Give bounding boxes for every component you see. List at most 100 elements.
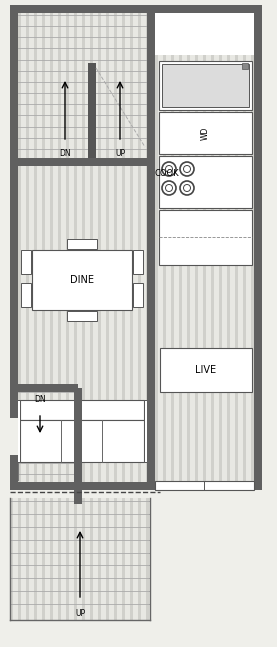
Text: UP: UP [115, 149, 125, 159]
Bar [10, 482, 262, 490]
Bar [50, 388, 53, 490]
Bar [26, 498, 29, 620]
Bar [18, 13, 147, 162]
Bar [254, 5, 262, 490]
Bar [58, 498, 61, 620]
Bar [147, 55, 155, 482]
Bar [159, 61, 252, 110]
Text: DN: DN [34, 395, 46, 404]
Bar [10, 498, 150, 620]
Bar [106, 13, 109, 162]
Bar [66, 13, 69, 162]
Bar [114, 13, 117, 162]
Bar [82, 498, 85, 620]
Bar [66, 498, 69, 620]
Bar [18, 13, 21, 162]
Bar [146, 162, 147, 490]
Bar [74, 162, 77, 490]
Bar [138, 162, 141, 490]
Bar [138, 13, 141, 162]
Bar [144, 400, 151, 462]
Bar [155, 5, 254, 13]
Bar [171, 55, 174, 490]
Bar [211, 55, 214, 490]
Bar [42, 388, 45, 490]
Bar [254, 13, 262, 482]
Bar [88, 63, 96, 158]
Bar [159, 210, 252, 265]
Bar [67, 311, 97, 321]
Bar [90, 162, 93, 490]
Bar [243, 55, 246, 490]
Bar [90, 498, 93, 620]
Bar [42, 498, 45, 620]
Bar [18, 384, 78, 392]
Bar [21, 250, 31, 274]
Bar [13, 400, 20, 462]
Bar [133, 250, 143, 274]
Bar [146, 498, 149, 620]
Bar [106, 498, 109, 620]
Bar [74, 388, 77, 490]
Bar [42, 13, 45, 162]
Bar [155, 481, 254, 490]
Bar [20, 400, 144, 420]
Bar [34, 498, 37, 620]
Bar [26, 162, 29, 490]
Bar [162, 64, 249, 107]
Bar [155, 55, 158, 490]
Bar [146, 13, 147, 162]
Bar [147, 5, 155, 63]
Bar [155, 55, 254, 490]
Bar [21, 283, 31, 307]
Bar [18, 388, 78, 490]
Bar [82, 482, 147, 490]
Bar [42, 162, 45, 490]
Bar [195, 55, 198, 490]
Bar [18, 162, 147, 490]
Bar [50, 162, 53, 490]
Bar [74, 13, 77, 162]
Bar [82, 162, 85, 490]
Bar [242, 63, 248, 69]
Bar [18, 388, 21, 490]
Text: DN: DN [59, 149, 71, 159]
Bar [18, 162, 21, 490]
Bar [74, 388, 82, 482]
Bar [114, 498, 117, 620]
Bar [20, 420, 144, 462]
Bar [82, 13, 85, 162]
Bar [74, 498, 77, 620]
Bar [187, 55, 190, 490]
Bar [74, 482, 82, 504]
Bar [10, 418, 18, 455]
Bar [235, 55, 238, 490]
Bar [18, 158, 147, 166]
Bar [50, 498, 53, 620]
Bar [58, 388, 61, 490]
Bar [163, 55, 166, 490]
Bar [155, 13, 254, 55]
Bar [98, 162, 101, 490]
Bar [130, 13, 133, 162]
Bar [133, 283, 143, 307]
Bar [122, 13, 125, 162]
Bar [10, 5, 18, 490]
Text: LIVE: LIVE [196, 365, 217, 375]
Bar [32, 250, 132, 310]
Bar [203, 55, 206, 490]
Bar [122, 162, 125, 490]
Bar [130, 162, 133, 490]
Bar [18, 498, 21, 620]
Bar [251, 55, 254, 490]
Bar [138, 498, 141, 620]
Bar [26, 13, 29, 162]
Text: DINE: DINE [70, 275, 94, 285]
Bar [179, 55, 182, 490]
Bar [58, 13, 61, 162]
Bar [98, 498, 101, 620]
Bar [122, 498, 125, 620]
Bar [67, 239, 97, 249]
Bar [34, 13, 37, 162]
Bar [159, 156, 252, 208]
